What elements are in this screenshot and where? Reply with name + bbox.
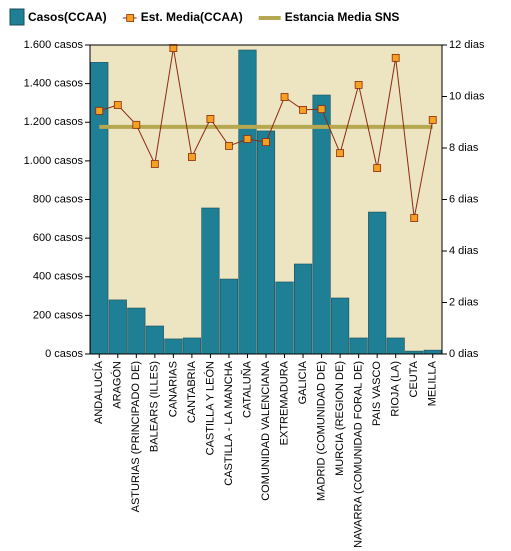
bar — [219, 278, 239, 355]
x-tick-label: RIOJA (LA) — [390, 361, 402, 417]
marker — [280, 93, 289, 101]
bar — [275, 281, 294, 355]
y-tick-label: 1.400 casos — [24, 78, 84, 90]
bar — [331, 297, 350, 355]
legend-label: Estancia Media SNS — [285, 10, 400, 24]
x-tick-label: COMUNIDAD VALENCIANA — [260, 360, 272, 500]
marker — [187, 153, 196, 161]
x-tick-label: PAIS VASCO — [371, 361, 383, 426]
bar — [108, 299, 127, 355]
legend-swatch — [126, 14, 135, 22]
marker — [428, 116, 437, 124]
x-tick-label: CANARIAS — [167, 361, 179, 417]
y2-tick-label: 12 dias — [449, 39, 485, 51]
bar — [423, 349, 442, 355]
x-tick-label: CASTILLA - LA MANCHA — [223, 360, 235, 485]
y-tick-label: 1.000 casos — [24, 155, 84, 167]
bar — [127, 307, 146, 355]
x-tick-label: ARAGÓN — [111, 361, 124, 409]
x-tick-label: GALICIA — [297, 360, 309, 404]
bar — [145, 325, 164, 355]
bar — [368, 211, 387, 355]
y2-tick-label: 10 dias — [449, 90, 485, 102]
x-tick-label: CASTILLA Y LEÓN — [203, 361, 216, 455]
x-tick-label: MADRID (COMUNIDAD DE) — [315, 361, 327, 501]
y2-tick-label: 2 dias — [449, 296, 479, 308]
marker — [113, 101, 122, 109]
y-tick-label: 200 casos — [33, 309, 84, 321]
x-tick-label: CEUTA — [408, 360, 420, 397]
marker — [95, 107, 104, 115]
marker — [262, 138, 270, 146]
marker — [373, 164, 382, 172]
x-tick-label: MURCIA (REGION DE) — [334, 361, 346, 476]
y2-tick-label: 0 dias — [449, 348, 479, 360]
bar — [90, 62, 109, 355]
bar — [256, 130, 276, 355]
x-tick-label: CANTABRIA — [186, 360, 198, 423]
x-tick-label: CATALUÑA — [240, 360, 253, 418]
bar — [293, 263, 313, 355]
marker — [225, 142, 233, 150]
marker — [150, 160, 159, 168]
marker — [132, 120, 141, 129]
x-tick-label: EXTREMADURA — [278, 360, 290, 445]
bar — [164, 338, 183, 355]
marker — [206, 115, 215, 123]
legend-swatch — [9, 8, 25, 26]
x-tick-label: BALEARS (ILLES) — [149, 361, 161, 452]
y2-tick-label: 4 dias — [449, 245, 479, 257]
legend-label: Casos(CCAA) — [28, 10, 107, 24]
y-tick-label: 400 casos — [33, 271, 84, 283]
bar — [238, 49, 257, 355]
marker — [410, 214, 419, 222]
x-tick-label: ASTURIAS (PRINCIPADO DE) — [130, 361, 142, 512]
y2-tick-label: 6 dias — [449, 193, 479, 205]
marker — [354, 81, 363, 89]
bar — [386, 337, 405, 355]
bar — [201, 207, 220, 355]
y-tick-label: 1.200 casos — [24, 116, 84, 128]
y-tick-label: 600 casos — [33, 232, 84, 244]
bar — [349, 337, 368, 355]
y-tick-label: 1.600 casos — [24, 39, 84, 51]
marker — [169, 44, 178, 52]
y2-tick-label: 8 dias — [449, 142, 479, 154]
bar — [182, 337, 201, 355]
marker — [299, 105, 307, 114]
marker — [243, 135, 252, 143]
marker — [391, 53, 400, 62]
y-tick-label: 800 casos — [33, 193, 84, 205]
y-tick-label: 0 casos — [45, 348, 83, 360]
marker — [317, 105, 326, 114]
x-tick-label: MELILLA — [427, 360, 439, 406]
x-tick-label: ANDALUCÍA — [92, 360, 105, 424]
legend-label: Est. Media(CCAA) — [141, 10, 243, 24]
bar — [312, 94, 331, 355]
x-tick-label: NAVARRA (COMUNIDAD FORAL DE) — [353, 361, 365, 548]
marker — [336, 149, 345, 158]
